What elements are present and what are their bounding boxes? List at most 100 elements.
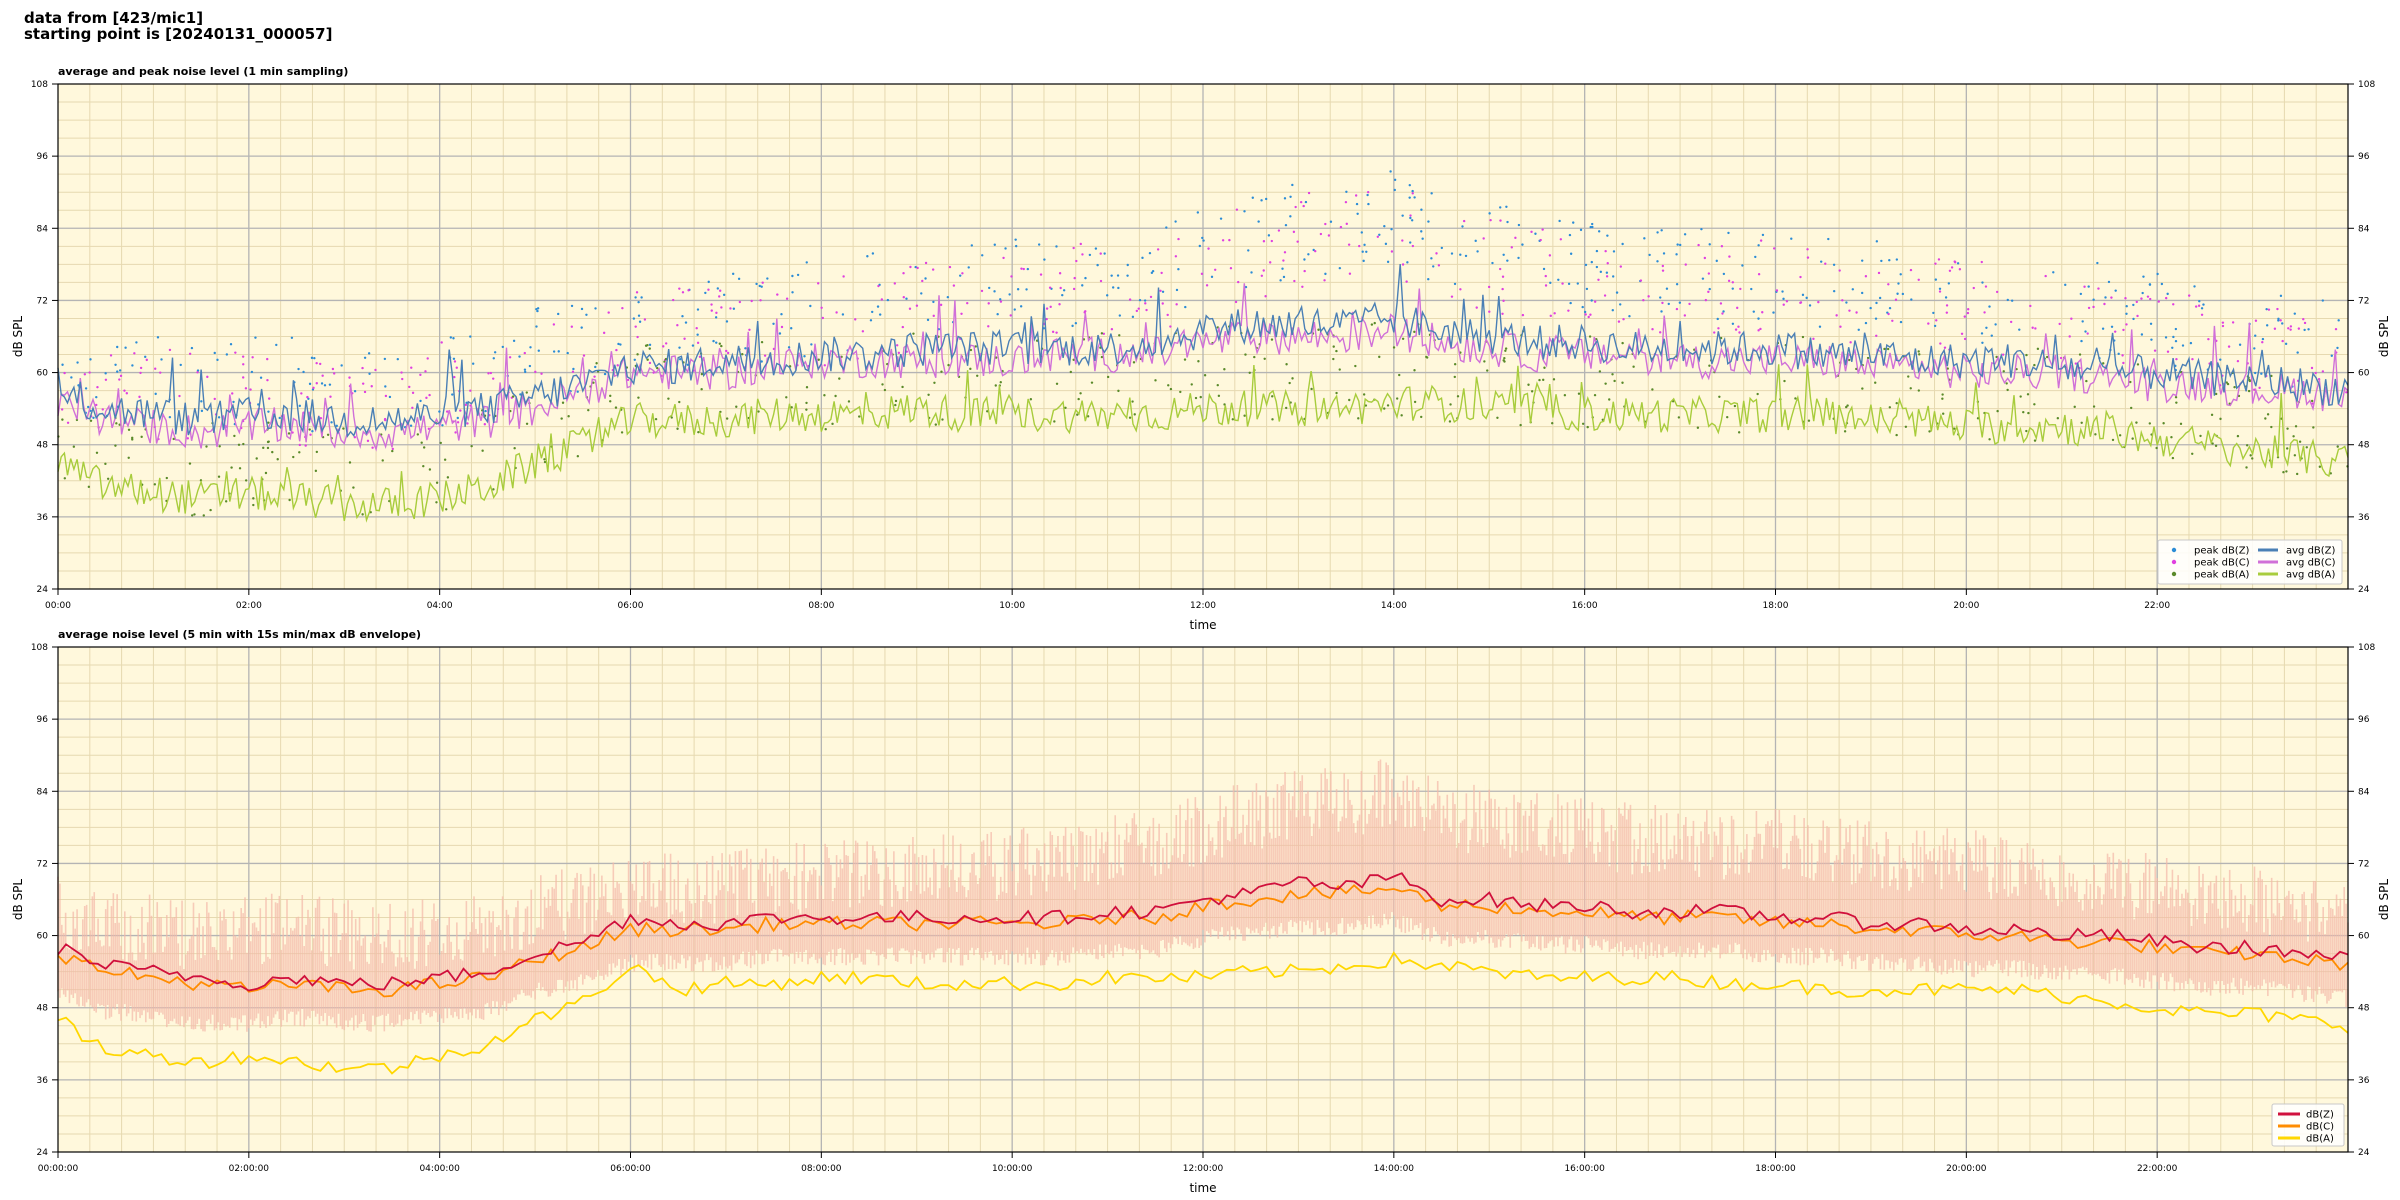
peak-c-point [726,351,730,355]
y-tick-label-right: 96 [2358,715,2370,725]
peak-z-point [2189,341,2193,345]
peak-c-point [1812,337,1815,341]
peak-c-point [1561,282,1564,285]
peak-a-point [2080,421,2083,424]
peak-z-point [1281,267,1284,270]
peak-z-point [772,322,775,325]
peak-c-point [582,354,586,357]
peak-z-point [758,284,761,288]
peak-z-point [1731,322,1735,325]
peak-z-point [1981,341,1984,344]
peak-c-point [2279,319,2282,322]
peak-a-point [2270,374,2273,378]
peak-c-point [1110,328,1114,331]
peak-a-point [894,399,898,403]
peak-c-point [1339,225,1343,229]
peak-c-point [1972,286,1975,290]
peak-z-point [1303,258,1306,261]
peak-c-point [2297,327,2301,330]
peak-c-point [2097,287,2100,290]
peak-c-point [249,388,252,391]
peak-a-point [1794,397,1797,400]
peak-a-point [525,422,529,426]
peak-c-point [571,370,575,373]
peak-z-point [1741,264,1744,267]
peak-c-point [1160,271,1163,275]
peak-c-point [266,378,269,382]
peak-a-point [2175,401,2178,404]
peak-z-point [1605,271,1609,274]
peak-a-point [1199,395,1202,399]
peak-c-point [1475,306,1478,309]
peak-c-point [776,293,779,296]
peak-c-point [1055,331,1058,334]
peak-a-point [838,377,841,380]
peak-z-point [216,358,219,362]
peak-a-point [1270,338,1274,341]
peak-z-point [2164,336,2168,339]
peak-c-point [750,299,753,303]
peak-c-point [901,325,905,329]
peak-a-point [735,405,738,408]
peak-z-point [87,405,90,409]
peak-c-point [2200,313,2204,317]
peak-c-point [154,367,157,370]
peak-a-point [2251,457,2254,460]
peak-z-point [1161,290,1165,293]
peak-c-point [2074,362,2077,365]
peak-c-point [178,394,181,398]
peak-a-point [165,476,169,480]
peak-z-point [1420,230,1423,233]
x-tick-label: 14:00:00 [1374,1164,1415,1174]
peak-c-point [1736,306,1739,310]
peak-z-point [1401,214,1404,217]
peak-a-point [1253,355,1256,359]
peak-a-point [1503,360,1506,363]
peak-z-point [1291,183,1294,187]
peak-a-point [1370,323,1374,326]
peak-c-point [676,323,679,327]
peak-a-point [654,417,658,421]
peak-a-point [670,416,673,419]
peak-c-point [1327,234,1331,237]
peak-a-point [933,381,936,384]
peak-z-point [1521,243,1524,246]
peak-z-point [1361,250,1364,253]
peak-a-point [2310,399,2314,403]
peak-c-point [1262,240,1266,243]
peak-z-point [580,326,583,329]
peak-c-point [426,357,429,360]
peak-c-point [671,298,675,302]
peak-a-point [1504,349,1507,353]
peak-z-point [2284,342,2288,346]
y-tick-label-left: 72 [37,859,48,869]
peak-a-point [445,508,448,511]
peak-c-point [552,323,556,326]
peak-c-point [1966,308,1970,311]
peak-c-point [1073,276,1076,280]
peak-z-point [2125,312,2128,316]
peak-c-point [1354,194,1358,197]
peak-z-point [691,344,695,347]
peak-c-point [1622,317,1625,321]
peak-z-point [297,367,300,371]
peak-c-point [987,325,990,328]
peak-c-point [1597,278,1600,281]
peak-c-point [1984,285,1988,288]
peak-c-point [1548,254,1552,257]
peak-c-point [383,417,387,421]
peak-a-point [1243,414,1246,417]
peak-c-point [1045,307,1049,310]
peak-a-point [1401,337,1405,341]
peak-c-point [1282,259,1285,262]
y-axis-label-left: dB SPL [11,879,25,921]
peak-z-point [190,346,194,350]
peak-c-point [1966,311,1970,315]
peak-c-point [1995,290,1999,294]
peak-z-point [1590,299,1593,302]
peak-z-point [1378,233,1381,236]
peak-c-point [1855,311,1858,314]
peak-z-point [1542,267,1546,271]
y-tick-label-right: 72 [2358,296,2369,306]
peak-c-point [251,356,254,359]
